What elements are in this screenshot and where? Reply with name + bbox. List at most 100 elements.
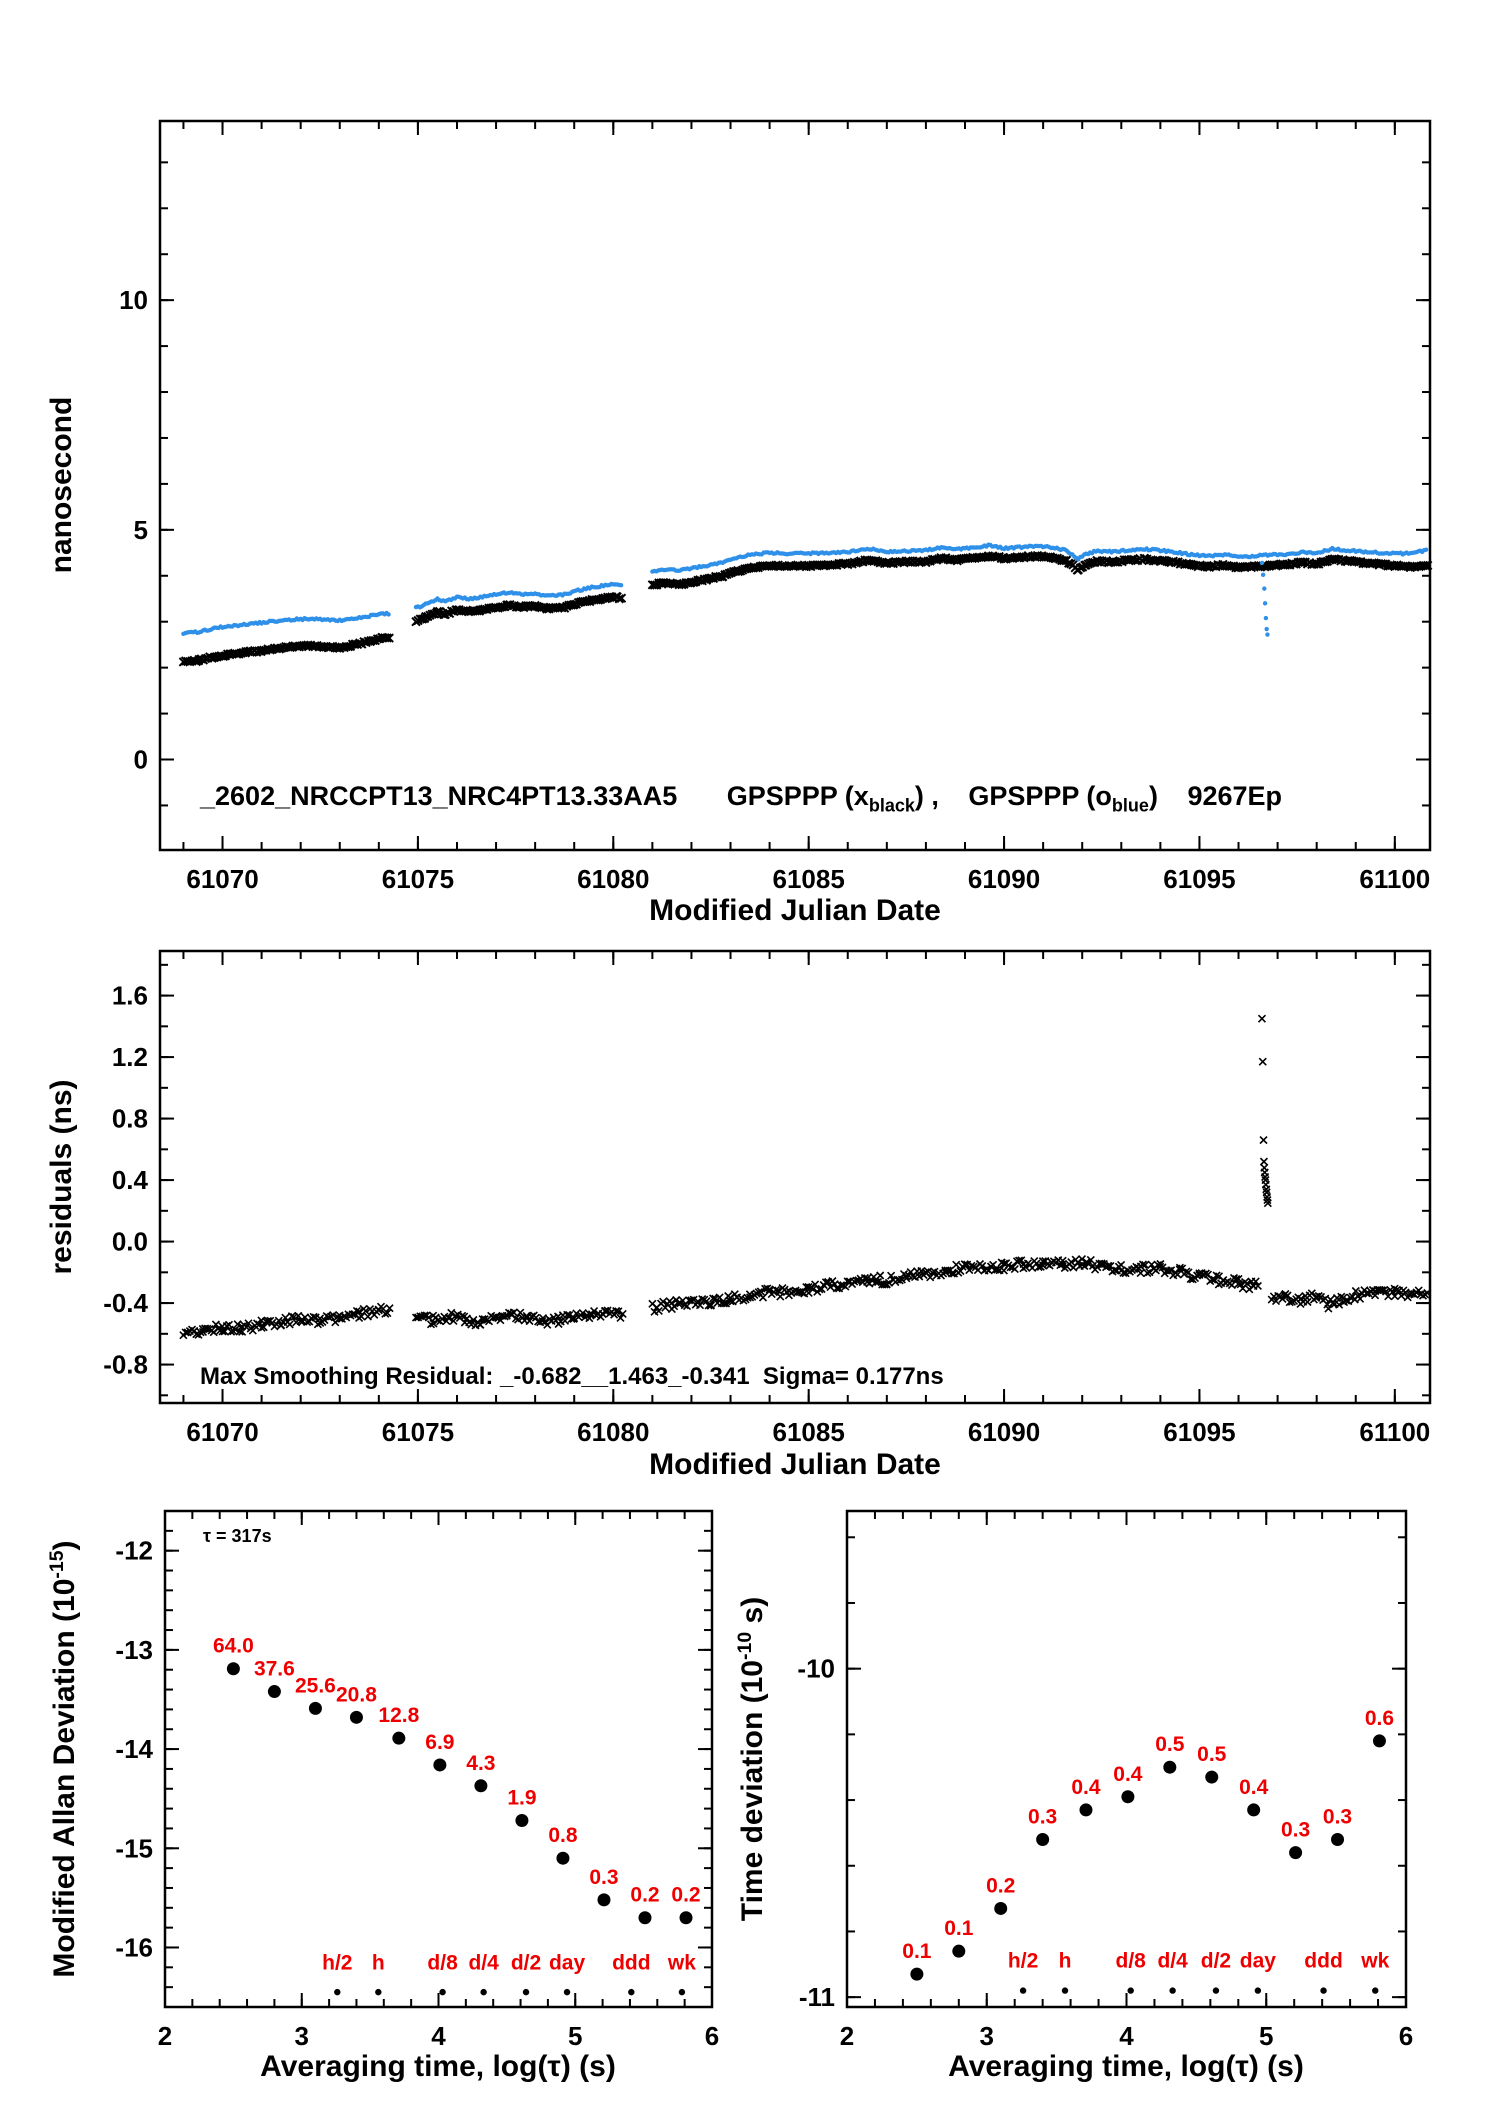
svg-text:61070: 61070 <box>186 864 258 894</box>
residual-series <box>179 1255 1432 1340</box>
mdev-points <box>433 1758 447 1772</box>
svg-text:61095: 61095 <box>1163 864 1235 894</box>
svg-text:-10: -10 <box>797 1654 835 1684</box>
svg-text:-14: -14 <box>115 1734 153 1764</box>
mdev-points <box>308 1701 322 1715</box>
svg-text:4: 4 <box>1119 2021 1134 2051</box>
svg-text:wk: wk <box>1360 1950 1389 1973</box>
tdev-plot: 2 3 4 5 6 -10 -11 0.1 0.1 0.2 0.3 0.4 0.4 0.5 0.5 0.4 0.… <box>797 1509 1413 2051</box>
svg-text:61085: 61085 <box>773 1417 845 1447</box>
svg-text:0.1: 0.1 <box>902 1940 932 1963</box>
tdev-points <box>994 1901 1008 1915</box>
svg-text:20.8: 20.8 <box>336 1683 377 1706</box>
svg-text:0.5: 0.5 <box>1155 1733 1185 1756</box>
svg-text:0.0: 0.0 <box>112 1227 148 1257</box>
mdev-points <box>679 1911 693 1925</box>
svg-text:2: 2 <box>840 2021 854 2051</box>
svg-text:0.4: 0.4 <box>112 1165 149 1195</box>
svg-text:0.3: 0.3 <box>1281 1819 1310 1842</box>
svg-text:h/2: h/2 <box>1008 1950 1038 1973</box>
svg-text:h: h <box>1059 1950 1072 1973</box>
svg-text:61075: 61075 <box>382 864 454 894</box>
middle-chart-xlabel: Modified Julian Date <box>649 1448 941 1481</box>
svg-text:0: 0 <box>134 745 148 775</box>
svg-text:25.6: 25.6 <box>295 1674 336 1697</box>
residuals-plot: 61070 61075 61080 61085 61090 61095 61100 -0.8 -… <box>103 949 1432 1447</box>
mdev-points <box>392 1731 406 1745</box>
svg-text:4: 4 <box>431 2021 446 2051</box>
middle-chart-ylabel: residuals (ns) <box>45 1079 78 1275</box>
svg-text:ddd: ddd <box>1304 1950 1342 1973</box>
svg-text:0.8: 0.8 <box>112 1104 148 1134</box>
svg-text:6: 6 <box>705 2021 719 2051</box>
tdev-points <box>1205 1770 1219 1784</box>
tdev-points <box>952 1944 966 1958</box>
svg-text:-16: -16 <box>115 1932 153 1962</box>
svg-text:d/8: d/8 <box>427 1951 458 1974</box>
svg-text:61100: 61100 <box>1359 864 1430 894</box>
svg-text:3: 3 <box>295 2021 309 2051</box>
svg-text:61080: 61080 <box>577 864 649 894</box>
mdev-points <box>474 1779 488 1793</box>
svg-text:0.6: 0.6 <box>1365 1707 1394 1730</box>
svg-text:h: h <box>372 1951 385 1974</box>
svg-text:0.3: 0.3 <box>1028 1805 1057 1828</box>
svg-text:2: 2 <box>158 2021 172 2051</box>
top-chart-ylabel: nanosecond <box>45 396 78 574</box>
svg-text:h/2: h/2 <box>322 1951 352 1974</box>
svg-text:4.3: 4.3 <box>466 1752 495 1775</box>
svg-text:1.2: 1.2 <box>112 1042 148 1072</box>
svg-text:ddd: ddd <box>612 1951 650 1974</box>
svg-text:61095: 61095 <box>1163 1417 1235 1447</box>
svg-text:61075: 61075 <box>382 1417 454 1447</box>
mdev-plot: 2 3 4 5 6 -12 -13 -14 -15 -16 64.037.625.6 20.812.8… <box>115 1509 719 2051</box>
svg-text:3: 3 <box>980 2021 994 2051</box>
phase-comparison-plot: 61070 61075 61080 61085 61090 61095 61100 0 5 10 <box>119 119 1433 894</box>
svg-text:5: 5 <box>134 515 148 545</box>
svg-text:0.1: 0.1 <box>944 1917 974 1940</box>
svg-text:10: 10 <box>119 285 148 315</box>
series-black-label: GPSPPP (xblack) , <box>726 781 939 816</box>
svg-text:0.4: 0.4 <box>1239 1776 1269 1799</box>
svg-text:61070: 61070 <box>186 1417 258 1447</box>
mdev-points <box>597 1893 611 1907</box>
mdev-points <box>267 1685 281 1699</box>
svg-text:61090: 61090 <box>968 864 1040 894</box>
svg-text:0.4: 0.4 <box>1071 1776 1101 1799</box>
svg-text:day: day <box>549 1951 586 1974</box>
svg-text:0.3: 0.3 <box>1323 1805 1352 1828</box>
svg-text:-0.4: -0.4 <box>103 1288 148 1318</box>
tdev-points <box>1372 1734 1386 1748</box>
tdev-points <box>1247 1803 1261 1817</box>
svg-text:d/2: d/2 <box>1201 1950 1231 1973</box>
mdev-points <box>349 1710 363 1724</box>
mdev-xlabel: Averaging time, log(τ) (s) <box>260 2050 616 2083</box>
svg-text:37.6: 37.6 <box>254 1658 295 1681</box>
mdev-points <box>556 1851 570 1865</box>
svg-text:d/4: d/4 <box>1157 1950 1188 1973</box>
svg-text:-13: -13 <box>115 1635 153 1665</box>
tdev-points <box>1289 1846 1303 1860</box>
svg-text:day: day <box>1240 1950 1277 1973</box>
svg-text:d/8: d/8 <box>1116 1950 1147 1973</box>
svg-text:-12: -12 <box>115 1536 153 1566</box>
svg-text:1.9: 1.9 <box>507 1787 536 1810</box>
svg-text:61090: 61090 <box>968 1417 1040 1447</box>
mdev-points <box>515 1814 529 1828</box>
svg-text:12.8: 12.8 <box>378 1704 419 1727</box>
svg-text:-15: -15 <box>115 1833 153 1863</box>
svg-text:0.2: 0.2 <box>671 1884 700 1907</box>
tdev-points <box>1079 1803 1093 1817</box>
svg-text:0.5: 0.5 <box>1197 1743 1227 1766</box>
svg-text:wk: wk <box>667 1951 696 1974</box>
svg-text:0.4: 0.4 <box>1113 1763 1143 1786</box>
svg-text:5: 5 <box>568 2021 582 2051</box>
svg-text:0.2: 0.2 <box>986 1874 1015 1897</box>
tdev-points <box>910 1967 924 1981</box>
svg-text:64.0: 64.0 <box>213 1635 254 1658</box>
tdev-points <box>1163 1760 1177 1774</box>
tdev-points <box>1036 1832 1050 1846</box>
svg-text:6.9: 6.9 <box>425 1731 454 1754</box>
svg-text:0.8: 0.8 <box>548 1824 578 1847</box>
